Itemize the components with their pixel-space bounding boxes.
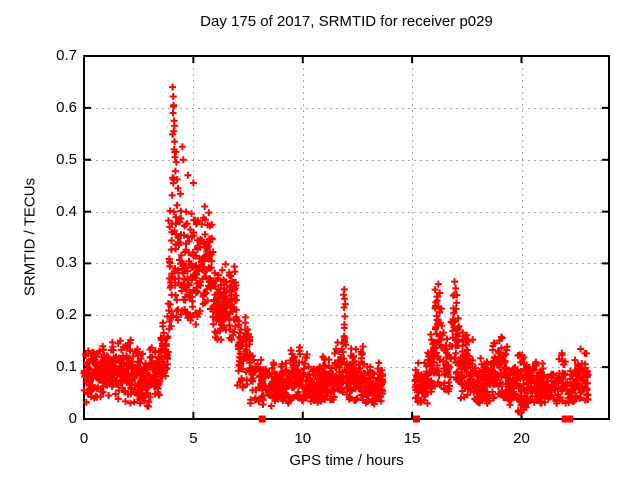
y-tick-label: 0.1 (56, 358, 77, 376)
y-tick-label: 0.3 (56, 254, 77, 272)
y-tick-label: 0.6 (56, 98, 77, 116)
y-axis-label: SRMTID / TECUs (21, 177, 39, 297)
x-tick-label: 10 (294, 430, 312, 447)
y-tick-label: 0.2 (56, 306, 77, 324)
y-tick-label: 0.5 (56, 150, 77, 168)
x-tick-label: 0 (79, 430, 89, 447)
x-tick-label: 15 (403, 430, 421, 447)
x-tick-label: 20 (513, 430, 530, 447)
y-tick-label: 0 (68, 410, 77, 427)
chart-title: Day 175 of 2017, SRMTID for receiver p02… (200, 13, 493, 30)
x-axis-label: GPS time / hours (289, 452, 404, 469)
y-tick-label: 0.4 (56, 202, 77, 220)
x-tick-label: 5 (189, 430, 198, 447)
y-tick-label: 0.7 (56, 47, 77, 64)
